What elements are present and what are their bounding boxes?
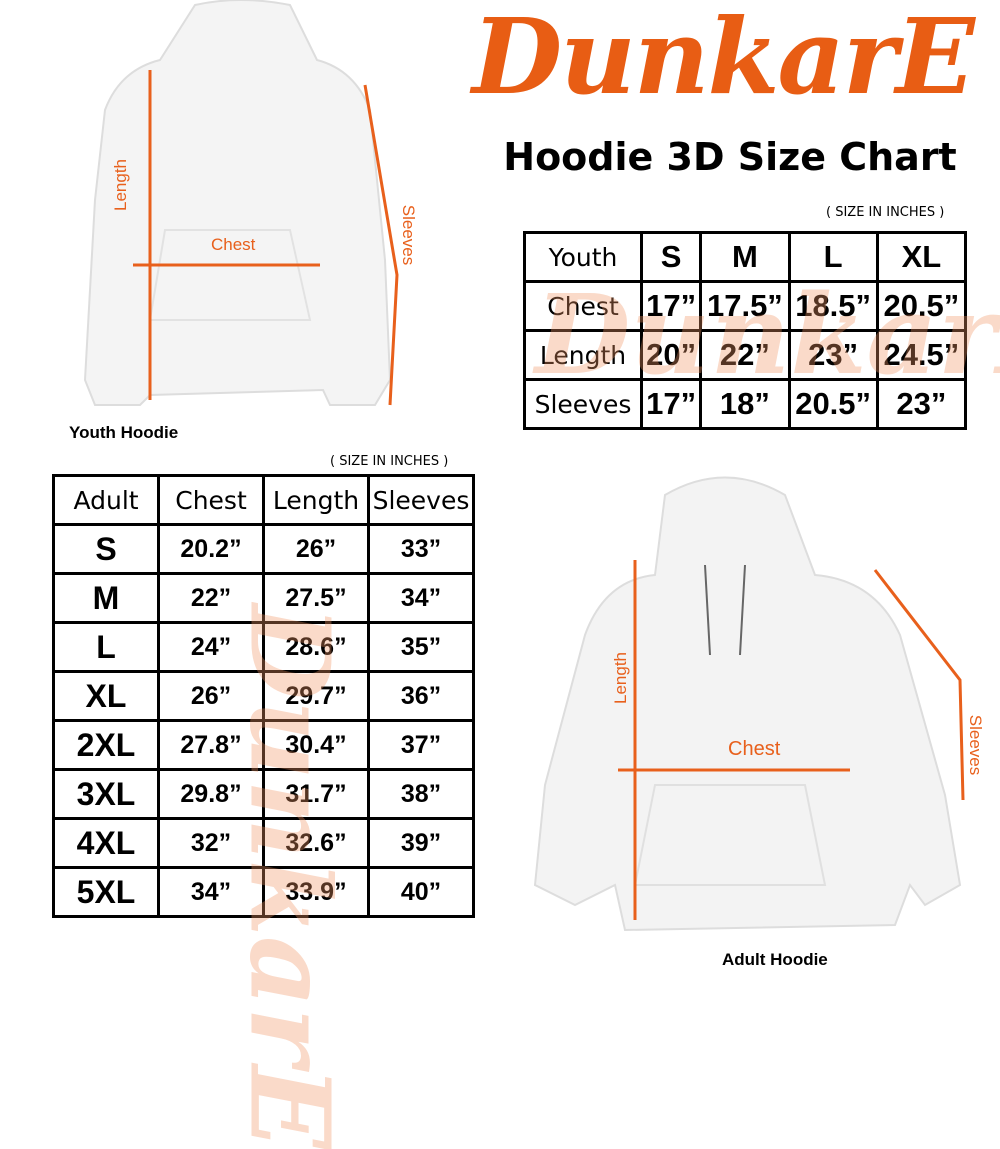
cell: 40” xyxy=(367,866,475,918)
youth-sleeves-arrow xyxy=(363,84,399,406)
table-row: 2XL 27.8” 30.4” 37” xyxy=(52,719,475,771)
cell: 27.8” xyxy=(157,719,265,771)
row-label: Sleeves xyxy=(523,378,643,430)
cell: 34” xyxy=(157,866,265,918)
table-header-row: Adult Chest Length Sleeves xyxy=(52,474,475,526)
cell: 17” xyxy=(639,378,703,430)
table-row: 3XL 29.8” 31.7” 38” xyxy=(52,768,475,820)
cell: 38” xyxy=(367,768,475,820)
adult-size-table: Adult Chest Length Sleeves S 20.2” 26” 33” M… xyxy=(52,474,475,918)
youth-chest-label: Chest xyxy=(211,235,256,254)
cell: 31.7” xyxy=(262,768,370,820)
row-label: 4XL xyxy=(52,817,160,869)
row-label: 2XL xyxy=(52,719,160,771)
header-cell: M xyxy=(699,231,791,283)
table-row: Chest 17” 17.5” 18.5” 20.5” xyxy=(523,280,968,332)
brand-logo: DunkarE xyxy=(472,0,975,118)
cell: 27.5” xyxy=(262,572,370,624)
cell: 26” xyxy=(262,523,370,575)
cell: 20.5” xyxy=(875,280,968,332)
cell: 23” xyxy=(875,378,968,430)
header-cell: Adult xyxy=(52,474,160,526)
cell: 28.6” xyxy=(262,621,370,673)
header-cell: Youth xyxy=(523,231,643,283)
header-cell: XL xyxy=(875,231,968,283)
table-row: Sleeves 17” 18” 20.5” 23” xyxy=(523,378,968,430)
header-cell: L xyxy=(787,231,879,283)
cell: 29.8” xyxy=(157,768,265,820)
cell: 26” xyxy=(157,670,265,722)
cell: 30.4” xyxy=(262,719,370,771)
cell: 37” xyxy=(367,719,475,771)
cell: 24.5” xyxy=(875,329,968,381)
cell: 22” xyxy=(157,572,265,624)
adult-caption: Adult Hoodie xyxy=(722,950,828,969)
youth-caption: Youth Hoodie xyxy=(69,423,179,442)
cell: 18” xyxy=(699,378,791,430)
header-cell: Length xyxy=(262,474,370,526)
header-cell: S xyxy=(639,231,703,283)
cell: 18.5” xyxy=(787,280,879,332)
cell: 39” xyxy=(367,817,475,869)
adult-unit-note: ( SIZE IN INCHES ) xyxy=(330,454,449,469)
cell: 17” xyxy=(639,280,703,332)
row-label: 5XL xyxy=(52,866,160,918)
header-cell: Sleeves xyxy=(367,474,475,526)
row-label: Length xyxy=(523,329,643,381)
row-label: 3XL xyxy=(52,768,160,820)
cell: 33.9” xyxy=(262,866,370,918)
cell: 32” xyxy=(157,817,265,869)
youth-size-table: Youth S M L XL Chest 17” 17.5” 18.5” 20.… xyxy=(523,231,968,430)
page-title: Hoodie 3D Size Chart xyxy=(503,135,957,179)
cell: 20” xyxy=(639,329,703,381)
table-header-row: Youth S M L XL xyxy=(523,231,968,283)
adult-length-label: Length xyxy=(611,652,630,704)
table-row: L 24” 28.6” 35” xyxy=(52,621,475,673)
table-row: 5XL 34” 33.9” 40” xyxy=(52,866,475,918)
cell: 34” xyxy=(367,572,475,624)
row-label: M xyxy=(52,572,160,624)
cell: 32.6” xyxy=(262,817,370,869)
adult-chest-label: Chest xyxy=(728,738,781,760)
table-row: XL 26” 29.7” 36” xyxy=(52,670,475,722)
cell: 33” xyxy=(367,523,475,575)
youth-sleeves-label: Sleeves xyxy=(399,204,419,266)
adult-hoodie-image xyxy=(533,476,965,932)
cell: 22” xyxy=(699,329,791,381)
youth-hoodie-image xyxy=(83,0,399,406)
table-row: 4XL 32” 32.6” 39” xyxy=(52,817,475,869)
cell: 35” xyxy=(367,621,475,673)
cell: 20.5” xyxy=(787,378,879,430)
cell: 17.5” xyxy=(699,280,791,332)
adult-sleeves-arrow xyxy=(873,569,965,801)
row-label: Chest xyxy=(523,280,643,332)
cell: 23” xyxy=(787,329,879,381)
table-row: Length 20” 22” 23” 24.5” xyxy=(523,329,968,381)
table-row: S 20.2” 26” 33” xyxy=(52,523,475,575)
youth-unit-note: ( SIZE IN INCHES ) xyxy=(826,205,945,220)
cell: 24” xyxy=(157,621,265,673)
cell: 29.7” xyxy=(262,670,370,722)
header-cell: Chest xyxy=(157,474,265,526)
cell: 36” xyxy=(367,670,475,722)
table-row: M 22” 27.5” 34” xyxy=(52,572,475,624)
youth-length-label: Length xyxy=(111,159,130,211)
adult-sleeves-label: Sleeves xyxy=(966,714,986,776)
row-label: XL xyxy=(52,670,160,722)
row-label: L xyxy=(52,621,160,673)
cell: 20.2” xyxy=(157,523,265,575)
row-label: S xyxy=(52,523,160,575)
